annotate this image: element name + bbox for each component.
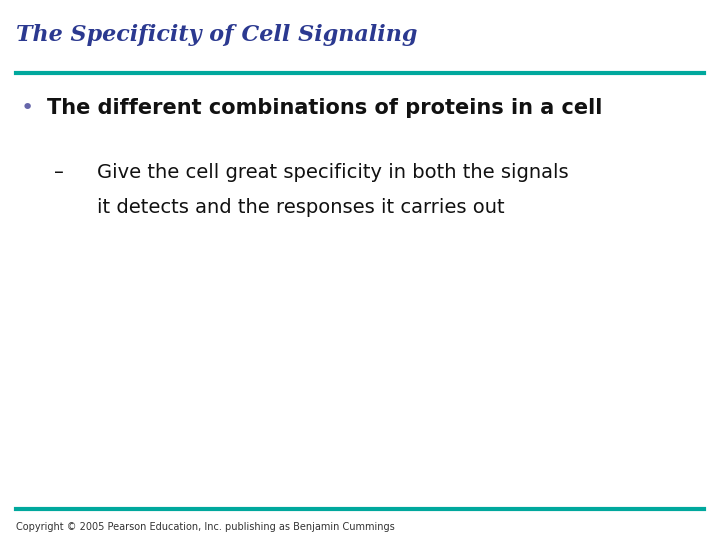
Text: The Specificity of Cell Signaling: The Specificity of Cell Signaling (16, 24, 417, 46)
Text: Copyright © 2005 Pearson Education, Inc. publishing as Benjamin Cummings: Copyright © 2005 Pearson Education, Inc.… (16, 522, 395, 531)
Text: Give the cell great specificity in both the signals: Give the cell great specificity in both … (97, 163, 569, 183)
Text: –: – (54, 163, 64, 183)
Text: it detects and the responses it carries out: it detects and the responses it carries … (97, 198, 505, 218)
Text: •: • (20, 98, 33, 118)
Text: The different combinations of proteins in a cell: The different combinations of proteins i… (47, 98, 602, 118)
